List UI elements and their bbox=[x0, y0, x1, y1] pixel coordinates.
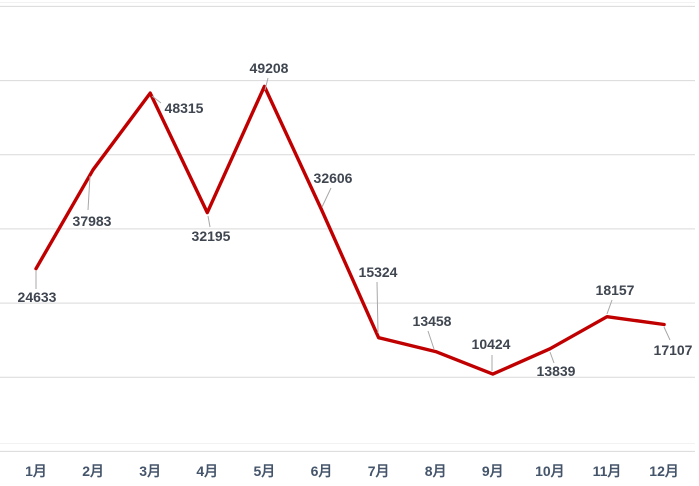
gridlines bbox=[0, 5, 695, 452]
x-axis-label: 8月 bbox=[425, 463, 447, 479]
data-label: 32606 bbox=[314, 170, 353, 186]
data-label: 13458 bbox=[413, 313, 452, 329]
x-axis-labels: 1月 2月 3月 4月 5月 6月 7月 8月 9月 10月 11月 12月 bbox=[25, 463, 679, 479]
leader-line bbox=[427, 330, 435, 350]
leader-line bbox=[151, 95, 162, 104]
leader-line bbox=[87, 175, 91, 211]
x-axis-label: 9月 bbox=[482, 463, 504, 479]
x-axis-label: 6月 bbox=[311, 463, 333, 479]
faint-lines bbox=[0, 2, 695, 444]
data-label: 37983 bbox=[73, 213, 112, 229]
x-axis-label: 2月 bbox=[82, 463, 104, 479]
x-axis-label: 4月 bbox=[196, 463, 218, 479]
x-axis-label: 5月 bbox=[254, 463, 276, 479]
leader-lines bbox=[35, 77, 671, 371]
data-label: 10424 bbox=[472, 336, 511, 352]
leader-line bbox=[207, 215, 211, 228]
data-label: 48315 bbox=[165, 100, 204, 116]
data-label: 18157 bbox=[596, 282, 635, 298]
leader-line bbox=[321, 187, 332, 208]
x-axis-label: 7月 bbox=[368, 463, 390, 479]
x-axis-label: 1月 bbox=[25, 463, 47, 479]
leader-line bbox=[606, 299, 613, 315]
leader-line bbox=[264, 77, 269, 91]
series-line bbox=[34, 84, 666, 376]
data-label: 49208 bbox=[250, 60, 289, 76]
data-label: 15324 bbox=[359, 264, 398, 280]
data-label: 13839 bbox=[537, 363, 576, 379]
x-axis-label: 11月 bbox=[593, 463, 622, 479]
x-axis-label: 10月 bbox=[535, 463, 565, 479]
leader-line bbox=[376, 281, 379, 334]
x-axis-label: 12月 bbox=[649, 463, 679, 479]
data-labels: 24633 37983 48315 32195 49208 32606 15324 13458… bbox=[18, 60, 693, 379]
data-label: 24633 bbox=[18, 289, 57, 305]
data-label: 17107 bbox=[654, 342, 693, 358]
x-axis-label: 3月 bbox=[139, 463, 161, 479]
leader-line bbox=[663, 326, 671, 341]
data-label: 32195 bbox=[192, 228, 231, 244]
leader-line bbox=[549, 351, 555, 364]
